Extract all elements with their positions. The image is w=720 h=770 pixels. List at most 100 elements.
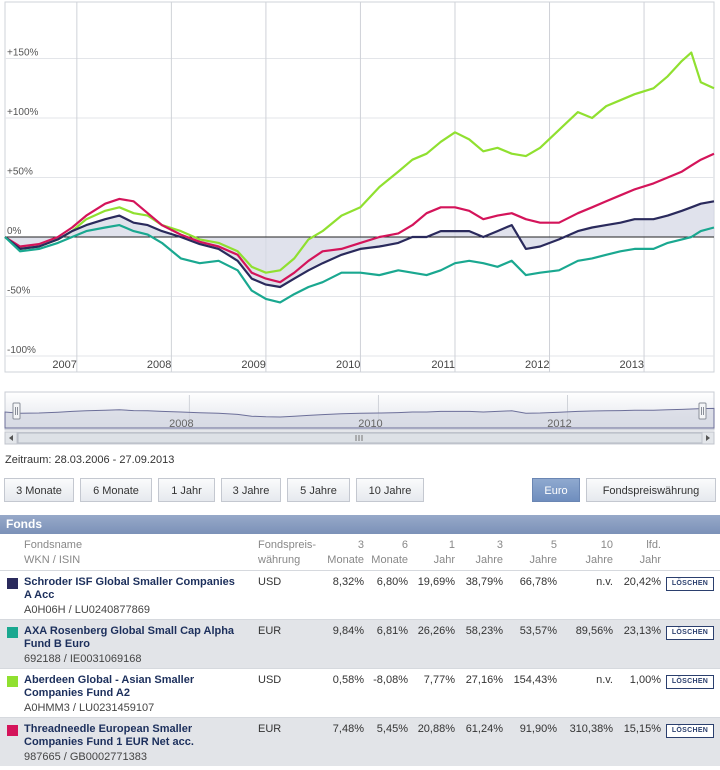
x-tick-label: 2009	[241, 359, 265, 371]
series-line-aberdeen	[4, 51, 715, 274]
perf-1y: 26,26%	[417, 625, 455, 637]
perf-6m: 6,81%	[376, 625, 408, 637]
fund-table: Fonds Fondsname WKN / ISIN Fondspreis- w…	[0, 515, 720, 766]
fund-isin: 692188 / IE0031069168	[24, 653, 142, 665]
fund-name-line1[interactable]: Schroder ISF Global Smaller Companies	[24, 576, 235, 588]
fund-row: AXA Rosenberg Global Small Cap Alpha Fun…	[0, 619, 720, 668]
perf-5y: 154,43%	[513, 674, 557, 686]
scrollbar-left-arrow[interactable]	[4, 431, 18, 445]
fund-name-line2[interactable]: Companies Fund 1 EUR Net acc.	[24, 736, 194, 748]
perf-3y: 38,79%	[465, 576, 503, 588]
scrollbar-thumb[interactable]	[17, 432, 703, 444]
fund-name-line1[interactable]: AXA Rosenberg Global Small Cap Alpha	[24, 625, 235, 637]
fund-currency: USD	[258, 576, 282, 588]
series-line-schroder	[4, 200, 715, 289]
delete-button[interactable]: LÖSCHEN	[666, 724, 714, 738]
fund-currency: USD	[258, 674, 282, 686]
fund-row: Threadneedle European Smaller Companies …	[0, 717, 720, 766]
range-button-3-months[interactable]: 3 Monate	[4, 478, 74, 502]
navigator-tick-label: 2012	[547, 418, 571, 430]
series-line-axa	[4, 224, 715, 304]
y-tick-label: -50%	[7, 286, 30, 297]
y-tick-label: -100%	[7, 345, 36, 356]
perf-10y: 89,56%	[575, 625, 613, 637]
x-tick-label: 2011	[431, 359, 455, 371]
perf-1y: 7,77%	[423, 674, 455, 686]
header-5y-1: 5	[550, 539, 557, 551]
fund-name-line1[interactable]: Threadneedle European Smaller	[24, 723, 193, 735]
delete-button[interactable]: LÖSCHEN	[666, 675, 714, 689]
perf-3m: 8,32%	[332, 576, 364, 588]
y-tick-label: +100%	[7, 107, 39, 118]
x-tick-label: 2008	[147, 359, 171, 371]
range-button-3-years[interactable]: 3 Jahre	[221, 478, 281, 502]
perf-5y: 53,57%	[519, 625, 557, 637]
range-button-10-years[interactable]: 10 Jahre	[356, 478, 424, 502]
fund-currency: EUR	[258, 625, 282, 637]
perf-5y: 66,78%	[519, 576, 557, 588]
fund-table-header: Fondsname WKN / ISIN Fondspreis- währung…	[0, 534, 720, 570]
navigator-right-handle[interactable]	[698, 402, 707, 420]
y-tick-label: +150%	[7, 48, 39, 59]
navigator-left-handle[interactable]	[12, 402, 21, 420]
header-wkn-isin: WKN / ISIN	[24, 554, 81, 566]
perf-3y: 58,23%	[465, 625, 503, 637]
series-color-swatch	[7, 725, 18, 736]
fund-currency: EUR	[258, 723, 282, 735]
perf-3y: 61,24%	[465, 723, 503, 735]
header-6m-2: Monate	[371, 554, 408, 566]
perf-6m: -8,08%	[373, 674, 408, 686]
currency-button-euro[interactable]: Euro	[532, 478, 580, 502]
perf-10y: n.v.	[596, 576, 613, 588]
scrollbar-right-arrow[interactable]	[701, 431, 715, 445]
perf-ytd: 15,15%	[623, 723, 661, 735]
fund-name-line2[interactable]: Companies Fund A2	[24, 687, 130, 699]
scrollbar-grip-icon	[355, 435, 363, 441]
delete-button[interactable]: LÖSCHEN	[666, 577, 714, 591]
range-button-1-year[interactable]: 1 Jahr	[158, 478, 215, 502]
perf-6m: 5,45%	[376, 723, 408, 735]
header-currency-1: Fondspreis-	[258, 539, 317, 551]
header-1y-2: Jahr	[433, 554, 455, 566]
fund-isin: 987665 / GB0002771383	[24, 751, 147, 763]
perf-6m: 6,80%	[376, 576, 408, 588]
fund-name-line2[interactable]: Fund B Euro	[24, 638, 90, 650]
header-3m-2: Monate	[327, 554, 364, 566]
perf-3m: 0,58%	[332, 674, 364, 686]
perf-10y: 310,38%	[569, 723, 613, 735]
x-tick-label: 2013	[620, 359, 644, 371]
fund-isin: A0HMM3 / LU0231459107	[24, 702, 155, 714]
series-line-threadneedle	[4, 152, 715, 284]
perf-ytd: 20,42%	[623, 576, 661, 588]
range-button-5-years[interactable]: 5 Jahre	[287, 478, 350, 502]
perf-5y: 91,90%	[519, 723, 557, 735]
header-10y-1: 10	[600, 539, 613, 551]
delete-button[interactable]: LÖSCHEN	[666, 626, 714, 640]
perf-1y: 20,88%	[417, 723, 455, 735]
currency-button-fund-currency[interactable]: Fondspreiswährung	[586, 478, 716, 502]
navigator-tick-label: 2008	[169, 418, 193, 430]
fund-name-line1[interactable]: Aberdeen Global - Asian Smaller	[24, 674, 195, 686]
navigator-series	[4, 407, 715, 429]
navigator-tick-label: 2010	[358, 418, 382, 430]
fund-name-line2[interactable]: A Acc	[24, 589, 55, 601]
perf-1y: 19,69%	[417, 576, 455, 588]
perf-3m: 9,84%	[332, 625, 364, 637]
x-tick-label: 2012	[525, 359, 549, 371]
chart-series	[4, 51, 715, 304]
x-tick-label: 2007	[52, 359, 76, 371]
header-6m-1: 6	[401, 539, 408, 551]
header-1y-1: 1	[448, 539, 455, 551]
header-3y-2: Jahre	[475, 554, 503, 566]
navigator-labels: 2008 2010 2012	[169, 418, 572, 430]
fund-row: Aberdeen Global - Asian Smaller Companie…	[0, 668, 720, 717]
x-axis-labels: 2007 2008 2009 2010 2011 2012 2013	[52, 359, 644, 371]
header-3m-1: 3	[357, 539, 364, 551]
header-fund-name: Fondsname	[24, 539, 83, 551]
perf-3m: 7,48%	[332, 723, 364, 735]
period-label: Zeitraum: 28.03.2006 - 27.09.2013	[5, 454, 175, 466]
range-button-6-months[interactable]: 6 Monate	[80, 478, 152, 502]
series-color-swatch	[7, 578, 18, 589]
perf-3y: 27,16%	[465, 674, 503, 686]
perf-ytd: 23,13%	[623, 625, 661, 637]
